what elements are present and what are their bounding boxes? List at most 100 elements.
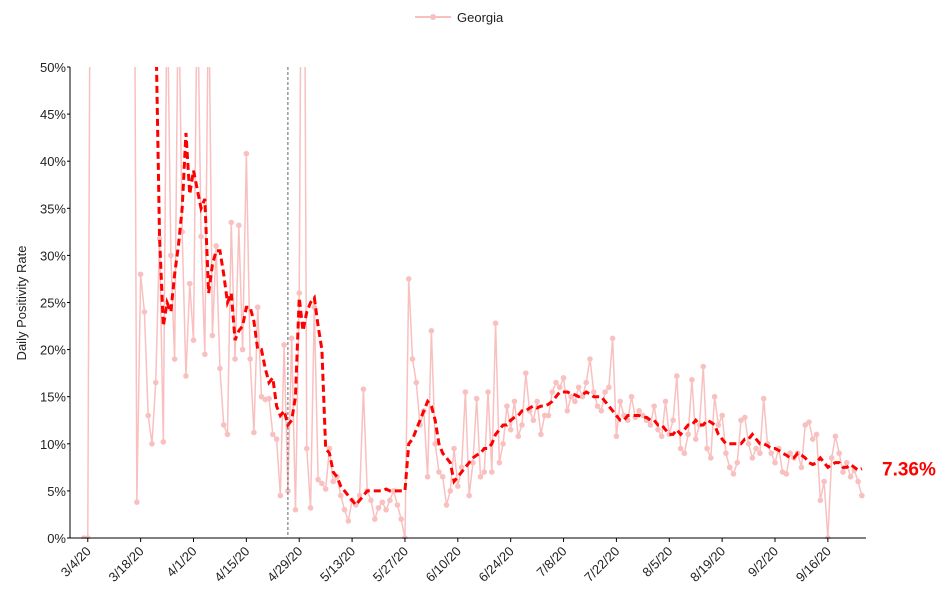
moving-average-line — [155, 67, 863, 508]
point — [636, 408, 642, 414]
point — [137, 271, 144, 278]
point — [519, 422, 525, 428]
point — [217, 365, 223, 372]
point — [859, 492, 865, 499]
point — [806, 419, 812, 425]
point — [689, 376, 695, 383]
point — [368, 497, 374, 504]
point — [602, 389, 608, 395]
point — [220, 422, 227, 428]
point — [511, 398, 518, 405]
y-tick-label: 40% — [40, 154, 66, 169]
point — [840, 469, 846, 475]
point — [564, 408, 571, 414]
point — [726, 464, 733, 471]
point — [239, 346, 246, 353]
point — [681, 450, 688, 457]
point — [152, 379, 159, 386]
point — [489, 469, 495, 475]
y-axis-label: Daily Positivity Rate — [14, 246, 29, 361]
y-tick-label: 20% — [40, 343, 66, 358]
point — [711, 393, 718, 400]
x-tick-label: 7/8/20 — [534, 544, 570, 580]
point — [545, 412, 552, 419]
point — [232, 356, 238, 362]
point — [247, 356, 253, 362]
point — [273, 436, 280, 442]
point — [341, 506, 348, 513]
point — [477, 473, 484, 480]
point — [436, 469, 442, 475]
x-tick-label: 9/2/20 — [745, 544, 781, 580]
point — [809, 436, 816, 442]
point — [700, 363, 707, 370]
point — [745, 441, 752, 447]
point — [685, 431, 691, 438]
point — [628, 393, 635, 400]
point — [568, 393, 574, 400]
point — [828, 455, 835, 461]
y-tick-label: 15% — [40, 390, 66, 405]
point — [647, 422, 654, 428]
x-tick-label: 5/27/20 — [370, 544, 411, 585]
point — [277, 492, 284, 499]
x-tick-label: 3/4/20 — [58, 544, 94, 580]
point — [734, 459, 741, 466]
point — [202, 351, 208, 358]
point — [787, 450, 793, 457]
x-tick-label: 6/10/20 — [423, 544, 464, 585]
point — [473, 395, 480, 402]
point — [587, 356, 593, 362]
point — [836, 450, 842, 457]
point — [405, 276, 412, 282]
point — [847, 473, 854, 480]
x-tick-label: 4/15/20 — [211, 544, 252, 585]
point — [387, 497, 393, 504]
point — [772, 459, 778, 466]
point — [462, 389, 469, 395]
point — [224, 431, 231, 438]
y-tick-label: 35% — [40, 201, 66, 216]
point — [319, 480, 325, 487]
point — [504, 403, 510, 409]
point — [598, 408, 605, 414]
point — [715, 422, 722, 428]
point — [303, 445, 310, 452]
point — [432, 441, 438, 447]
point — [466, 492, 472, 499]
point — [553, 379, 559, 386]
point — [409, 356, 416, 362]
point — [538, 431, 544, 438]
point — [379, 499, 386, 506]
point — [549, 389, 556, 395]
y-tick-label: 0% — [47, 531, 66, 546]
point — [855, 478, 861, 485]
point — [530, 417, 537, 424]
point — [692, 436, 699, 442]
point — [243, 150, 250, 157]
point — [575, 384, 582, 391]
point — [613, 433, 620, 440]
point — [515, 433, 522, 440]
point — [186, 280, 193, 287]
point — [443, 502, 450, 508]
point — [292, 506, 299, 513]
point — [345, 518, 352, 524]
point — [198, 233, 204, 240]
point — [281, 342, 287, 348]
point — [145, 412, 151, 419]
point — [383, 506, 389, 513]
point — [160, 439, 167, 445]
point — [322, 486, 329, 492]
point — [183, 373, 189, 379]
point — [307, 505, 314, 511]
point — [723, 450, 729, 457]
point — [451, 445, 457, 452]
point — [236, 222, 242, 229]
point — [315, 476, 321, 483]
point — [492, 320, 499, 327]
point — [821, 478, 827, 485]
x-tick-label: 9/16/20 — [793, 544, 834, 585]
x-tick-label: 3/18/20 — [105, 544, 146, 585]
point — [134, 499, 140, 506]
